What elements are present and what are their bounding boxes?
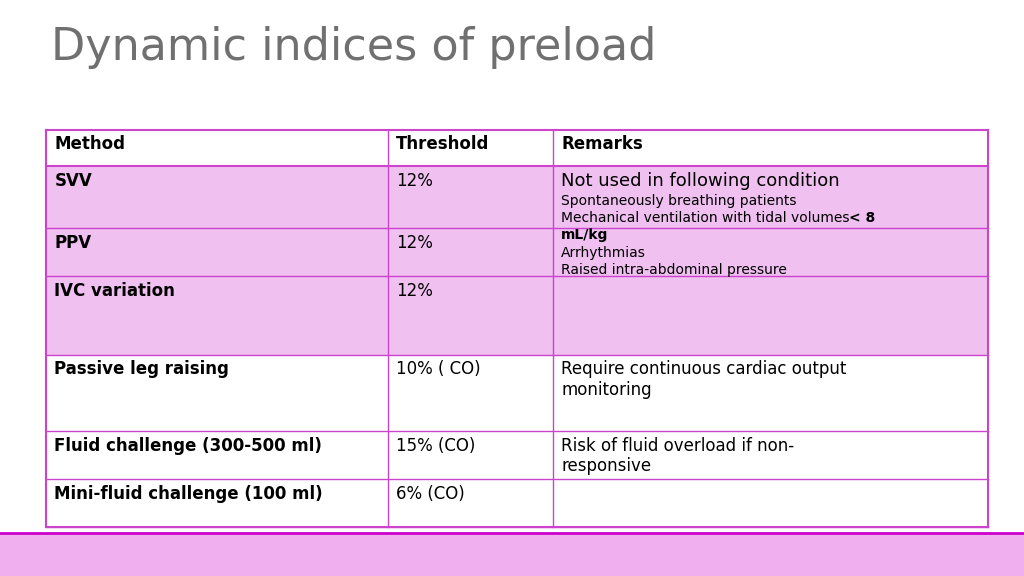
Bar xyxy=(46,166,988,228)
Text: Remarks: Remarks xyxy=(561,135,643,153)
Text: 10% ( CO): 10% ( CO) xyxy=(396,361,481,378)
Text: Risk of fluid overload if non-
responsive: Risk of fluid overload if non- responsiv… xyxy=(561,437,795,475)
Text: 12%: 12% xyxy=(396,234,433,252)
Text: Mechanical ventilation with tidal volumes: Mechanical ventilation with tidal volume… xyxy=(561,211,854,225)
Bar xyxy=(46,228,988,276)
Bar xyxy=(46,130,988,166)
Bar xyxy=(46,355,988,431)
Text: 15% (CO): 15% (CO) xyxy=(396,437,475,454)
Text: mL/kg: mL/kg xyxy=(561,228,608,242)
Bar xyxy=(46,479,988,527)
Text: Require continuous cardiac output
monitoring: Require continuous cardiac output monito… xyxy=(561,361,847,399)
Text: Passive leg raising: Passive leg raising xyxy=(54,361,229,378)
Text: < 8: < 8 xyxy=(849,211,876,225)
Text: PPV: PPV xyxy=(54,234,91,252)
Text: Fluid challenge (300-500 ml): Fluid challenge (300-500 ml) xyxy=(54,437,323,454)
Text: Arrhythmias: Arrhythmias xyxy=(561,245,646,260)
Text: Threshold: Threshold xyxy=(396,135,489,153)
Text: Not used in following condition: Not used in following condition xyxy=(561,172,840,190)
Text: IVC variation: IVC variation xyxy=(54,282,175,300)
Text: Mini-fluid challenge (100 ml): Mini-fluid challenge (100 ml) xyxy=(54,484,323,503)
Text: Spontaneously breathing patients: Spontaneously breathing patients xyxy=(561,194,797,208)
Bar xyxy=(46,276,988,355)
Text: 6% (CO): 6% (CO) xyxy=(396,484,465,503)
Text: 12%: 12% xyxy=(396,282,433,300)
Text: Method: Method xyxy=(54,135,125,153)
Text: 12%: 12% xyxy=(396,172,433,190)
Bar xyxy=(46,431,988,479)
Text: Raised intra-abdominal pressure: Raised intra-abdominal pressure xyxy=(561,263,787,277)
Bar xyxy=(0,533,1024,576)
Text: SVV: SVV xyxy=(54,172,92,190)
Text: Dynamic indices of preload: Dynamic indices of preload xyxy=(51,26,656,69)
